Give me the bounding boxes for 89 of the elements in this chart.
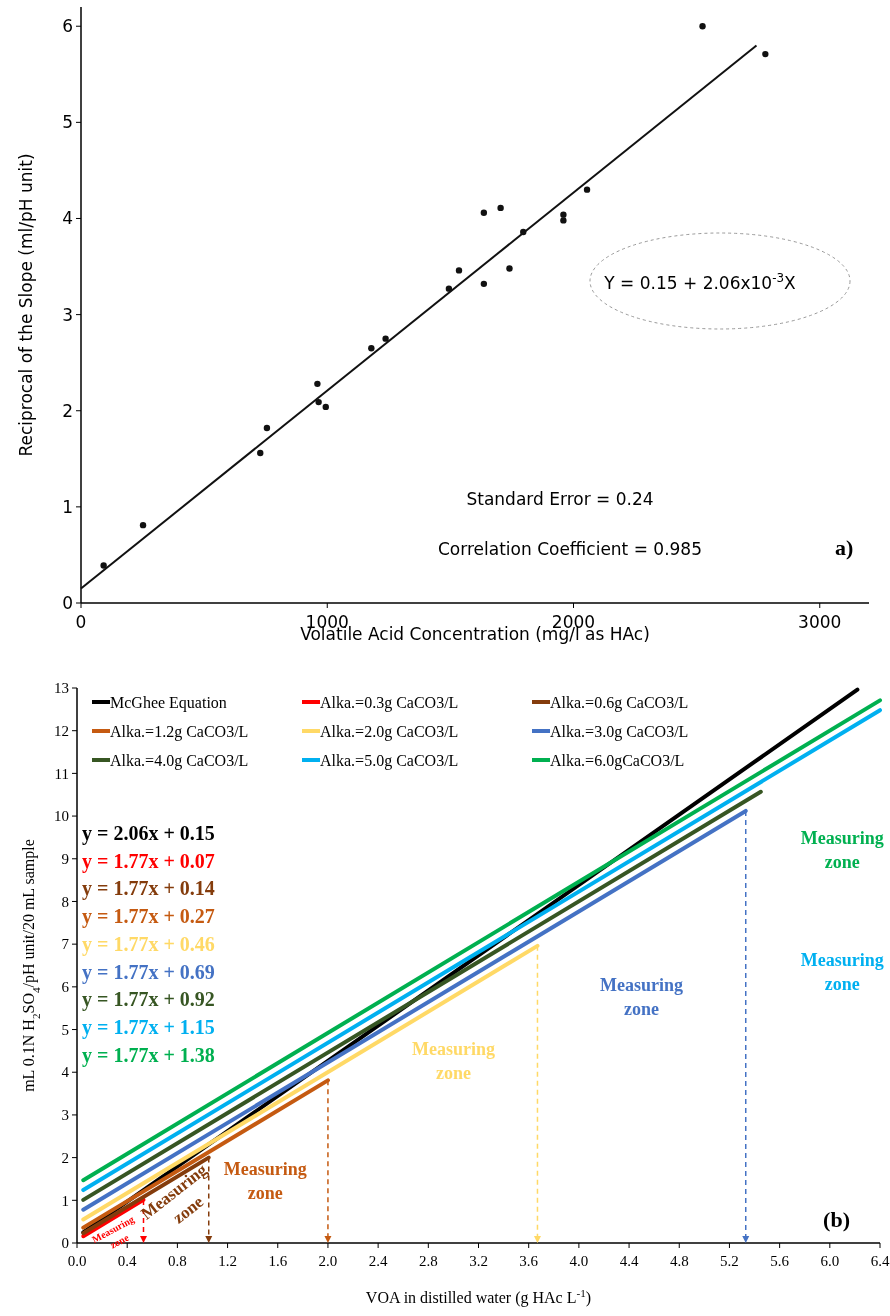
point (497, 204, 504, 212)
legend-label: Alka.=3.0g CaCO3/L (550, 722, 689, 741)
point (560, 217, 567, 224)
y-tick-label: 0 (62, 592, 73, 613)
x-tick-label: 1.2 (218, 1253, 237, 1269)
y-tick-label: 2 (62, 400, 73, 421)
annotation: Measuring zone (223, 1158, 307, 1203)
point (315, 398, 322, 406)
point (455, 267, 463, 274)
x-tick-label: 0 (75, 612, 87, 632)
x-tick-label: 3.2 (469, 1253, 488, 1269)
x-tick-label: 0.4 (117, 1253, 138, 1269)
point (480, 209, 488, 216)
legend-label: Alka.=0.3g CaCO3/L (320, 693, 459, 712)
annotation: y = 1.77x + 0.27 (82, 905, 215, 929)
legend-label: Alka.=2.0g CaCO3/L (320, 722, 459, 741)
point (480, 280, 488, 288)
x-tick-label: 4.4 (619, 1253, 639, 1269)
annotation: a) (835, 535, 854, 560)
annotation: Correlation Coefficient = 0.985 (438, 539, 702, 559)
x-tick-label: 1.6 (268, 1253, 288, 1269)
y-tick-label: 2 (61, 1149, 69, 1166)
y-tick-label: 12 (54, 722, 69, 739)
x-tick-label: 4.8 (669, 1253, 689, 1269)
point (560, 211, 567, 218)
annotation: Measuring zone (411, 1039, 495, 1084)
annotation: Measuring zone (600, 975, 684, 1020)
annotation: y = 1.77x + 0.14 (82, 877, 215, 901)
y-axis-title: Reciprocal of the Slope (ml/pH unit) (16, 153, 36, 457)
legend-label: Alka.=5.0g CaCO3/L (320, 751, 459, 770)
legend-label: Alka.=1.2g CaCO3/L (110, 722, 249, 741)
annotation: y = 1.77x + 0.69 (82, 960, 215, 984)
x-tick-label: 0.0 (67, 1253, 87, 1269)
annotation: Measuring zone (800, 827, 884, 873)
y-tick-label: 3 (62, 304, 73, 325)
y-tick-label: 1 (61, 1192, 69, 1209)
x-tick-label: 4.0 (569, 1253, 589, 1269)
point (100, 562, 107, 569)
legend-label: Alka.=4.0g CaCO3/L (110, 751, 249, 770)
y-tick-label: 5 (61, 1021, 69, 1038)
x-tick-label: 2.8 (418, 1253, 438, 1269)
annotation: Standard Error = 0.24 (466, 489, 654, 509)
point (699, 23, 706, 30)
x-tick-label: 2.0 (318, 1253, 338, 1269)
annotation: y = 1.77x + 1.38 (82, 1043, 215, 1067)
x-tick-label: 5.2 (720, 1253, 739, 1269)
x-tick-label: 6.4 (870, 1253, 890, 1269)
annotation: Measuring zone (800, 949, 884, 994)
y-tick-label: 6 (62, 16, 73, 37)
y-tick-label: 4 (61, 1064, 70, 1081)
x-tick-label: 3.6 (519, 1253, 539, 1269)
point (257, 449, 264, 457)
annotation: (b) (823, 1207, 850, 1232)
y-tick-label: 3 (61, 1107, 69, 1124)
point (139, 521, 147, 529)
point (382, 335, 389, 342)
point (314, 380, 321, 388)
y-tick-label: 1 (62, 496, 73, 517)
y-tick-label: 11 (54, 765, 69, 782)
annotation: y = 1.77x + 0.92 (82, 988, 215, 1012)
x-tick-label: 6.0 (820, 1253, 840, 1269)
annotation: y = 1.77x + 0.46 (82, 932, 215, 956)
point (583, 186, 591, 193)
x-tick-label: 2.4 (368, 1253, 388, 1269)
annotation: Y = 0.15 + 2.06x10$^{-3}$X (603, 271, 797, 293)
y-tick-label: 10 (54, 808, 69, 825)
point (506, 265, 513, 272)
y-tick-label: 7 (61, 936, 70, 953)
annotation: y = 1.77x + 0.07 (82, 849, 215, 873)
y-tick-label: 9 (61, 851, 69, 868)
x-tick-label: 0.8 (168, 1253, 187, 1269)
point (322, 403, 329, 411)
y-tick-label: 4 (62, 208, 73, 229)
y-tick-label: 0 (61, 1235, 69, 1252)
legend-label: Alka.=6.0gCaCO3/L (550, 751, 685, 770)
legend-label: McGhee Equation (110, 693, 227, 712)
y-tick-label: 5 (62, 112, 73, 133)
y-tick-label: 8 (61, 893, 69, 910)
x-tick-label: 3000 (798, 612, 842, 632)
x-tick-label: 5.6 (770, 1253, 790, 1269)
point (762, 50, 769, 58)
y-tick-label: 6 (61, 979, 70, 996)
annotation: y = 1.77x + 1.15 (82, 1015, 215, 1039)
point (263, 424, 271, 432)
x-axis-title: VOA in distilled water (g HAc L$^{-1}$) (365, 1287, 592, 1307)
legend-label: Alka.=0.6g CaCO3/L (550, 693, 689, 712)
point (368, 345, 375, 352)
annotation: y = 2.06x + 0.15 (82, 822, 215, 845)
y-tick-label: 13 (54, 680, 69, 697)
